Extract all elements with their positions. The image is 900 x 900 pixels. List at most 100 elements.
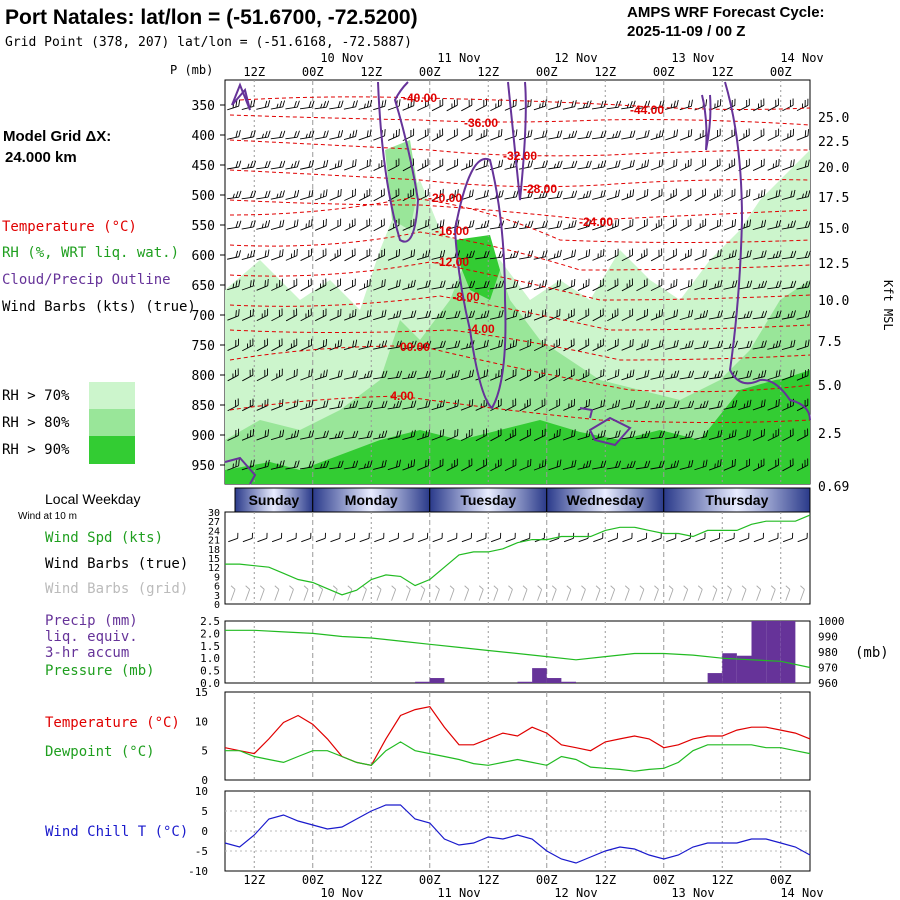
wind-barb: [709, 218, 722, 231]
wind-barb: [507, 585, 513, 601]
top-time-label: 12Z: [477, 65, 499, 79]
wind-barb: [405, 585, 411, 601]
wind-barb: [285, 278, 298, 292]
temperature-contour-label: -44.00: [630, 103, 664, 117]
wind-barb: [285, 160, 300, 170]
wind-barb: [622, 532, 633, 543]
wind-barb: [679, 99, 693, 111]
wind-barb: [712, 585, 718, 601]
wind-barb: [738, 399, 752, 411]
wind-barb: [723, 188, 736, 202]
wind-barb: [315, 308, 327, 322]
wind-barb: [387, 430, 402, 440]
wind-barb: [504, 250, 519, 260]
precip-tick-label: 0.0: [200, 677, 220, 690]
cloud-outline-7: [588, 416, 632, 447]
wind-barb: [402, 459, 416, 471]
wind-barb: [577, 190, 592, 200]
windchill-tick-label: -10: [188, 865, 208, 878]
bottom-time-label: 00Z: [770, 873, 792, 887]
cross-section-panel: -40.00 -36.00 -32.00 -28.00 -24.00 -20.00 -16.…: [224, 79, 811, 485]
wind-barb: [431, 249, 446, 260]
wind-barb: [592, 308, 604, 322]
wind-barb: [420, 585, 426, 601]
wind-barb: [636, 248, 648, 262]
wind-barb: [434, 585, 440, 601]
windchill-grid: [225, 791, 810, 871]
pressure-tick-label: 800: [192, 369, 215, 384]
wind-tick-label: 30: [208, 508, 220, 519]
wind-barb: [680, 188, 692, 202]
wind-barb: [519, 160, 534, 170]
temperature-contour-label: -32.00: [503, 149, 537, 163]
wind-barb: [358, 430, 373, 440]
wind-barb: [285, 429, 300, 440]
wind-barb: [299, 100, 315, 110]
wind-barb: [621, 159, 635, 170]
wind-barb: [300, 338, 313, 351]
wind-barb: [752, 280, 768, 290]
wind-barb: [227, 398, 239, 412]
wind-barb: [416, 370, 432, 380]
wind-barb: [416, 280, 431, 290]
wind-barb: [460, 428, 473, 442]
precip-tick-label: 0.5: [200, 665, 220, 678]
bottom-time-label: 00Z: [536, 873, 558, 887]
wind-barb: [242, 338, 254, 352]
legend-temperature: Temperature (°C): [2, 219, 137, 235]
wind-barb: [358, 400, 373, 410]
wind-barb: [241, 160, 257, 170]
wind-barb: [504, 368, 517, 381]
wind-barb: [533, 428, 546, 441]
wind-barb: [592, 399, 606, 411]
top-date-label: 14 Nov: [780, 51, 823, 65]
bottom-date-label: 13 Nov: [671, 886, 714, 900]
legend-rh: RH (%, WRT liq. wat.): [2, 245, 179, 261]
weekday-bar: Sunday Monday Tuesday Wednesday Thursday: [234, 487, 811, 513]
wind-barb: [300, 248, 312, 261]
wind-barb: [738, 188, 751, 201]
wind-barb: [241, 130, 256, 140]
wind-barb: [781, 189, 796, 200]
windchill-tick-label: 10: [195, 785, 208, 798]
weekday-label: Tuesday: [460, 492, 516, 508]
pressure-tick-label: 550: [192, 219, 215, 234]
wind-barb: [446, 189, 459, 201]
wind-barb: [723, 429, 737, 441]
wind-barb: [679, 459, 694, 470]
wind-barb: [753, 458, 765, 472]
wind-barb: [387, 459, 401, 471]
wind-barb: [271, 338, 283, 352]
pressure-tick-label: 700: [192, 309, 215, 324]
wind-10m-label: Wind at 10 m: [18, 511, 77, 522]
wind-barb: [799, 585, 805, 601]
wind-barb: [537, 585, 543, 601]
wind-barb: [431, 128, 444, 142]
wind-barb: [344, 248, 356, 262]
temp-contour-m20: [229, 197, 811, 243]
wind-barb: [752, 428, 765, 441]
wind-barb: [650, 339, 664, 351]
precip-bars: [415, 621, 796, 683]
windchill-series-line: [224, 804, 811, 864]
wind-barb: [592, 278, 604, 292]
kft-msl-label: Kft MSL: [881, 280, 895, 331]
wind-barb: [548, 459, 562, 471]
wind-barb: [607, 532, 618, 543]
height-tick-label: 20.0: [818, 161, 849, 176]
windchill-tick-label: -5: [195, 845, 208, 858]
cloud-outline-1: [231, 82, 251, 111]
wind-barb: [446, 428, 459, 441]
pressure-tick-label: 750: [192, 339, 215, 354]
pressure-tick-label: 850: [192, 399, 215, 414]
wind-barb: [621, 189, 635, 201]
wind-barb: [344, 278, 356, 292]
wind-barb: [695, 532, 706, 543]
wind-barb: [782, 369, 795, 381]
wind-barb: [650, 400, 665, 410]
wind-barb: [708, 340, 724, 350]
wind-barb: [708, 429, 723, 440]
wind-barb: [259, 585, 265, 601]
wind-barb: [504, 339, 518, 351]
